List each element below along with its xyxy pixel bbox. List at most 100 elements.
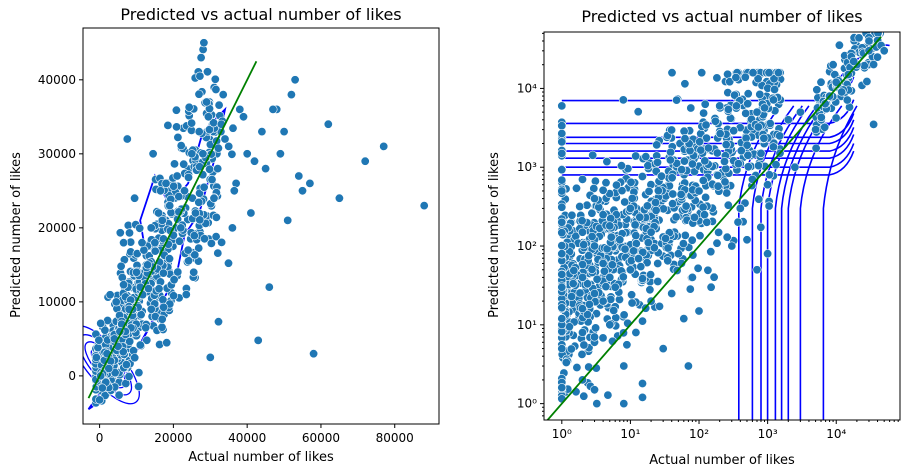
right-data-point bbox=[733, 217, 743, 227]
right-data-point bbox=[633, 107, 643, 117]
left-y-tick-label: 20000 bbox=[38, 221, 76, 235]
right-data-point bbox=[629, 246, 639, 256]
right-data-point bbox=[603, 390, 613, 400]
right-data-point bbox=[637, 274, 647, 284]
left-data-point bbox=[91, 352, 101, 362]
right-data-point bbox=[764, 170, 774, 180]
left-data-point bbox=[323, 119, 333, 129]
right-data-point bbox=[557, 202, 567, 212]
left-data-point bbox=[125, 228, 135, 238]
left-data-point bbox=[123, 220, 133, 230]
right-data-point bbox=[651, 198, 661, 208]
right-data-point bbox=[727, 241, 737, 251]
right-data-point bbox=[663, 256, 673, 266]
right-data-point bbox=[557, 241, 567, 251]
left-data-point bbox=[231, 178, 241, 188]
left-data-point bbox=[173, 132, 183, 142]
left-data-point bbox=[305, 178, 315, 188]
left-data-point bbox=[210, 74, 220, 84]
right-data-point bbox=[557, 269, 567, 279]
right-data-point bbox=[679, 314, 689, 324]
left-data-point bbox=[105, 290, 115, 300]
right-data-point bbox=[602, 157, 612, 167]
right-data-point bbox=[743, 150, 753, 160]
right-data-point bbox=[610, 282, 620, 292]
right-data-point bbox=[557, 394, 567, 404]
right-data-point bbox=[643, 161, 653, 171]
right-data-point bbox=[557, 186, 567, 196]
right-data-point bbox=[859, 61, 869, 71]
right-data-point bbox=[619, 399, 629, 409]
right-data-point bbox=[753, 161, 763, 171]
left-data-point bbox=[122, 134, 132, 144]
right-data-point bbox=[579, 240, 589, 250]
left-data-point bbox=[165, 254, 175, 264]
right-data-point bbox=[598, 258, 608, 268]
right-data-point bbox=[653, 258, 663, 268]
left-data-point bbox=[119, 238, 129, 248]
left-data-point bbox=[116, 261, 126, 271]
left-data-point bbox=[146, 223, 156, 233]
right-data-point bbox=[773, 68, 783, 78]
left-data-point bbox=[257, 127, 267, 137]
right-data-point bbox=[760, 103, 770, 113]
right-data-point bbox=[658, 204, 668, 214]
right-data-point bbox=[768, 95, 778, 105]
right-data-point bbox=[879, 46, 889, 56]
right-data-point bbox=[589, 332, 599, 342]
left-data-point bbox=[360, 156, 370, 166]
right-data-point bbox=[694, 186, 704, 196]
left-x-tick-label: 60000 bbox=[302, 431, 340, 445]
left-data-point bbox=[165, 201, 175, 211]
right-data-point bbox=[753, 74, 763, 84]
left-data-point bbox=[171, 105, 181, 115]
right-data-point bbox=[753, 122, 763, 132]
right-data-point bbox=[637, 378, 647, 388]
right-data-point bbox=[756, 222, 766, 232]
right-data-point bbox=[631, 327, 641, 337]
right-data-point bbox=[740, 72, 750, 82]
right-data-point bbox=[577, 227, 587, 237]
right-data-point bbox=[653, 276, 663, 286]
right-data-point bbox=[587, 232, 597, 242]
right-contour-vertical bbox=[822, 105, 858, 420]
right-y-ticks: 10⁰ 10¹ 10² 10³ 10⁴ bbox=[517, 32, 544, 417]
right-data-point bbox=[637, 172, 647, 182]
right-data-point bbox=[703, 265, 713, 275]
right-data-point bbox=[687, 159, 697, 169]
right-data-point bbox=[672, 95, 682, 105]
left-data-point bbox=[246, 208, 256, 218]
right-data-point bbox=[630, 220, 640, 230]
right-data-point bbox=[695, 231, 705, 241]
right-data-point bbox=[679, 126, 689, 136]
right-data-point bbox=[587, 208, 597, 218]
left-data-point bbox=[181, 289, 191, 299]
right-data-point bbox=[869, 59, 879, 69]
right-data-point bbox=[790, 162, 800, 172]
left-data-point bbox=[157, 314, 167, 324]
right-data-point bbox=[589, 184, 599, 194]
left-x-tick-label: 80000 bbox=[376, 431, 414, 445]
right-data-point bbox=[689, 212, 699, 222]
right-contour-horizontal bbox=[561, 134, 855, 159]
left-data-point bbox=[195, 71, 205, 81]
left-data-point bbox=[139, 245, 149, 255]
left-data-point bbox=[96, 318, 106, 328]
right-data-point bbox=[589, 194, 599, 204]
right-data-point bbox=[741, 108, 751, 118]
right-data-point bbox=[837, 87, 847, 97]
right-data-point bbox=[872, 52, 882, 62]
right-data-point bbox=[666, 147, 676, 157]
right-data-point bbox=[620, 244, 630, 254]
right-contour-horizontal bbox=[561, 113, 855, 139]
right-data-point bbox=[849, 56, 859, 66]
left-data-point bbox=[194, 243, 204, 253]
right-data-point bbox=[700, 156, 710, 166]
left-data-point bbox=[419, 201, 429, 211]
left-data-point bbox=[279, 127, 289, 137]
left-data-point bbox=[191, 208, 201, 218]
left-data-point bbox=[194, 89, 204, 99]
right-data-point bbox=[831, 113, 841, 123]
left-data-point bbox=[132, 267, 142, 277]
